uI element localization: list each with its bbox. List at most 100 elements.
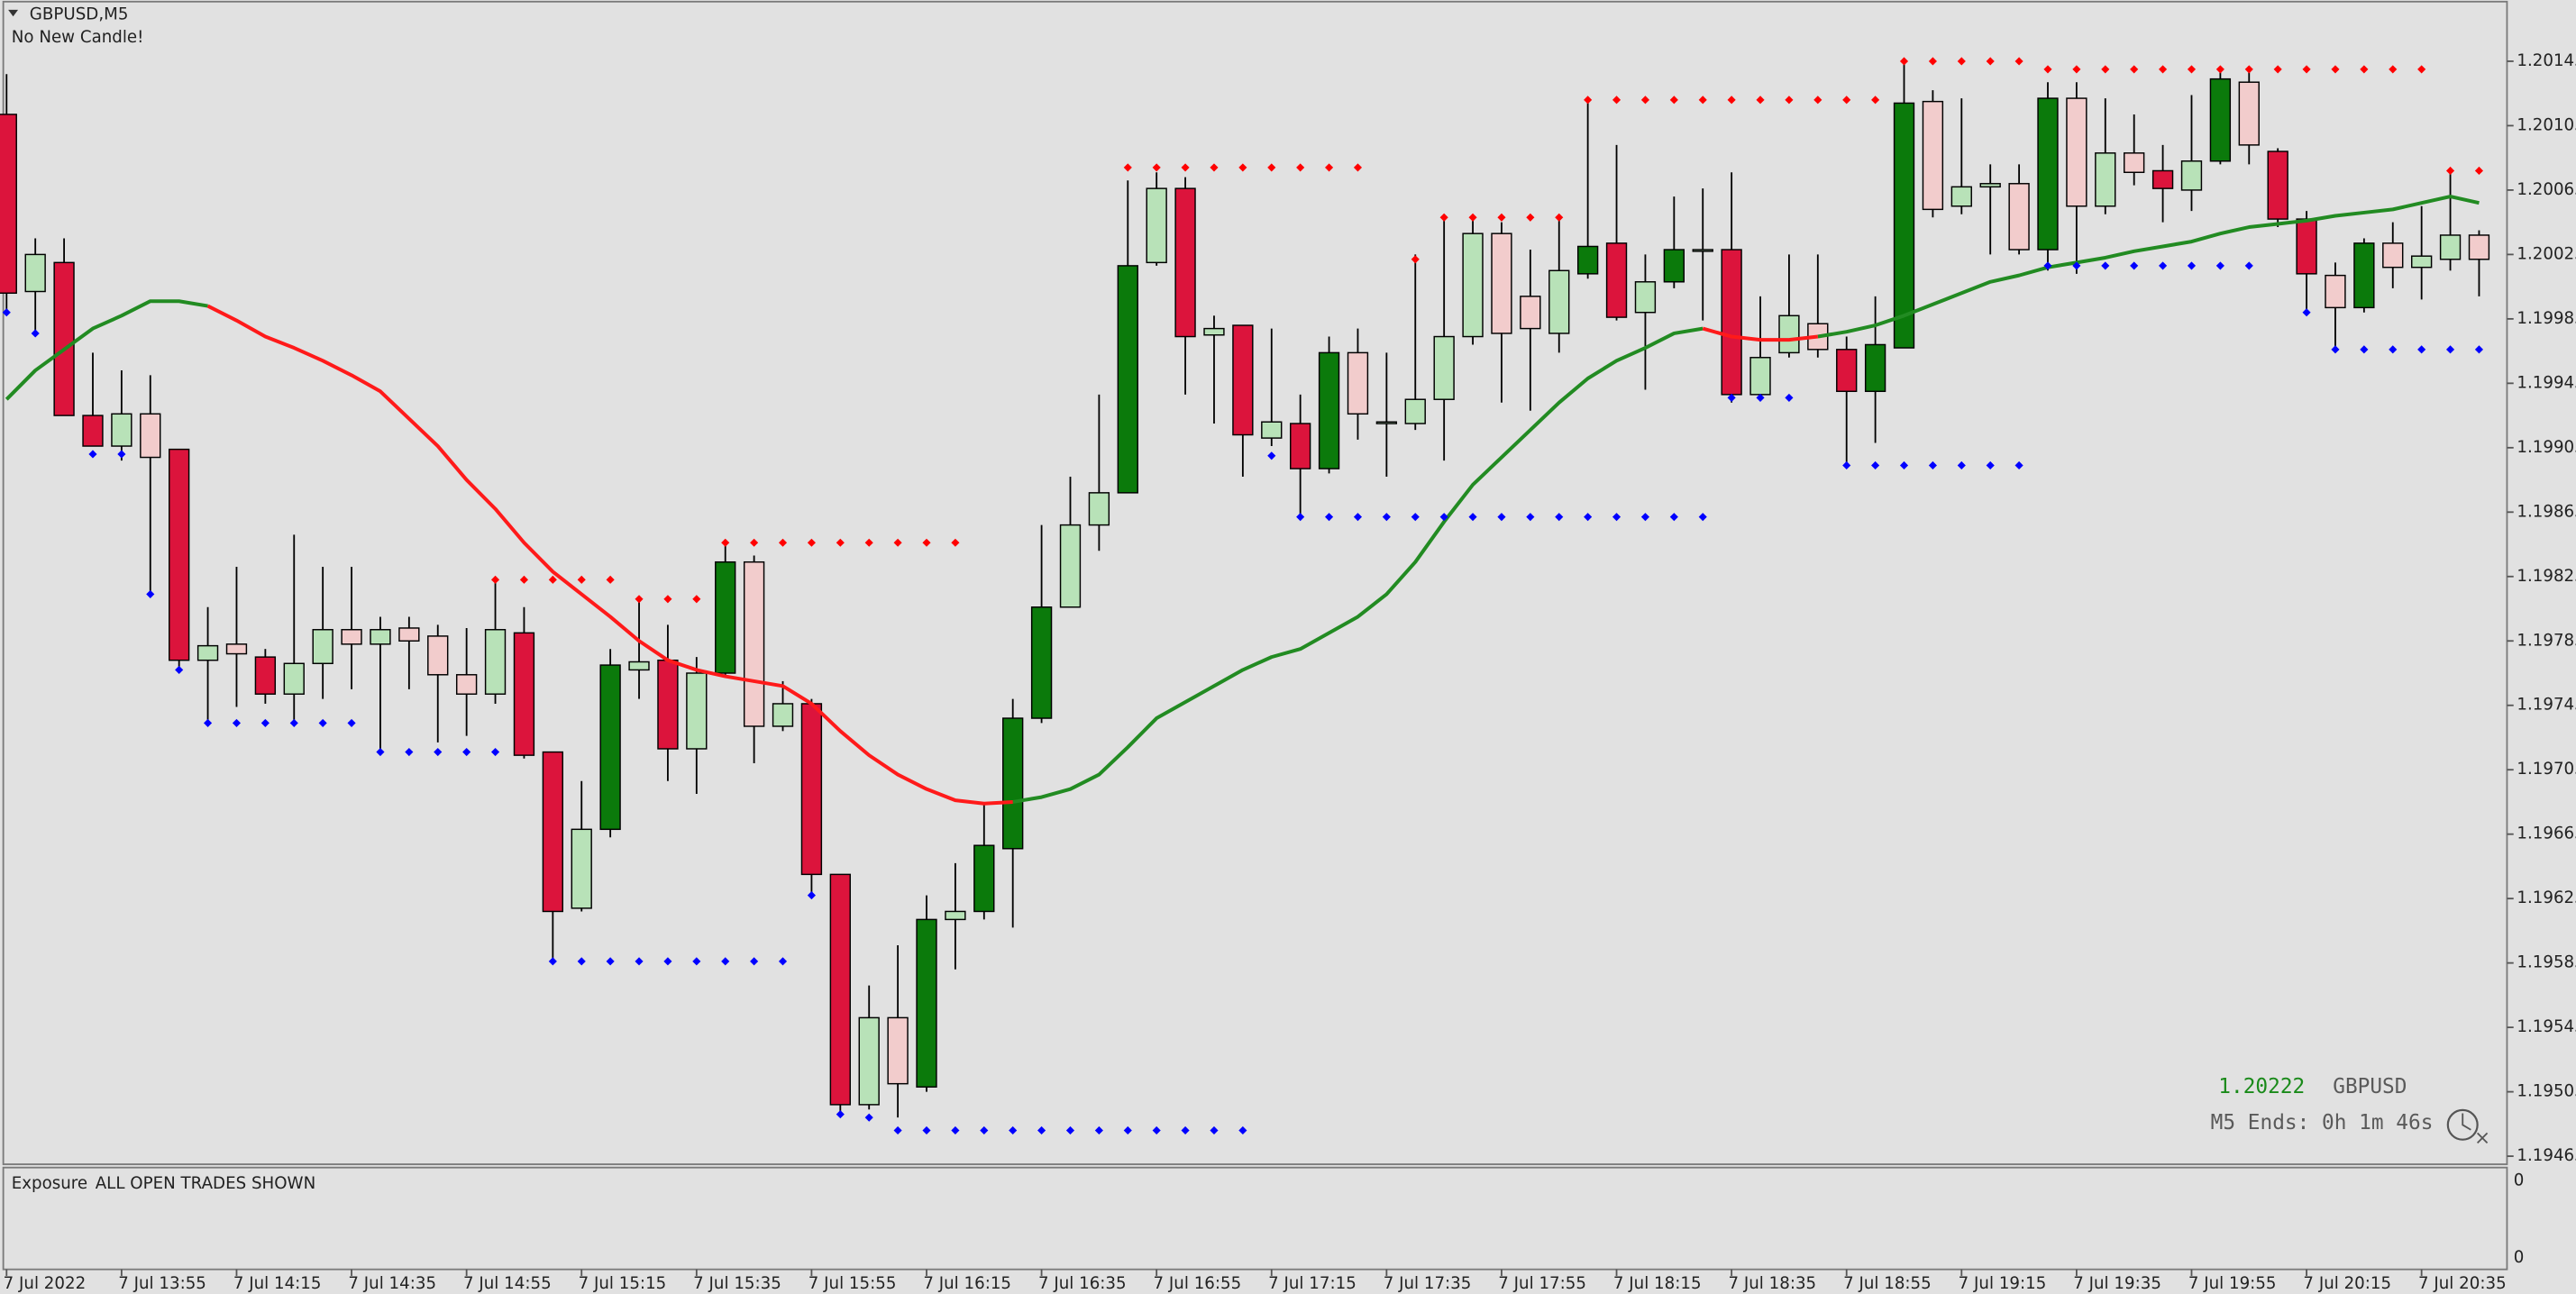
level-dot [807, 891, 816, 900]
candle-body [2037, 97, 2059, 251]
candle-body [1059, 524, 1082, 608]
level-dot [1899, 460, 1909, 470]
level-dot [1210, 163, 1219, 172]
candle-body [2151, 169, 2174, 189]
level-dot [577, 957, 586, 966]
level-dot [893, 538, 902, 547]
level-dot [1584, 513, 1593, 522]
candle-body [1950, 186, 1972, 207]
candle-body [1893, 102, 1915, 349]
level-dot [2302, 308, 2311, 317]
level-dot [2474, 345, 2484, 354]
level-dot [2244, 65, 2253, 74]
symbol: GBPUSD [2333, 1075, 2407, 1098]
candle-body [1749, 357, 1771, 396]
y-tick-label: 1.19625 [2517, 888, 2576, 907]
level-dot [405, 747, 414, 757]
candle-body [2353, 242, 2375, 309]
y-tick-label: 1.20065 [2517, 180, 2576, 199]
candle-body [312, 629, 333, 665]
candle-body [542, 751, 564, 913]
x-tick-label: 7 Jul 17:35 [1384, 1274, 1472, 1293]
level-dot [1871, 96, 1880, 105]
level-dot [1123, 163, 1132, 172]
candle-body [1088, 492, 1110, 526]
level-dot [2446, 345, 2455, 354]
indicator-axis-label: 0 [2514, 1248, 2525, 1267]
candle-body [1117, 265, 1138, 494]
level-dot [864, 538, 873, 547]
level-dot [2159, 261, 2168, 270]
candle-body [715, 560, 736, 674]
candle-body [1433, 335, 1455, 400]
menu-arrow[interactable] [8, 9, 19, 17]
indicator-axis-label: 0 [2514, 1171, 2525, 1189]
level-dot [1612, 513, 1621, 522]
candle-body [1721, 249, 1742, 396]
level-dot [692, 595, 701, 604]
level-dot [1411, 255, 1420, 264]
candle-body [140, 413, 161, 459]
x-tick-label: 7 Jul 16:55 [1154, 1274, 1242, 1293]
candle-body [973, 844, 995, 913]
current-price: 1.20222 [2218, 1075, 2305, 1098]
y-tick-label: 1.19945 [2517, 373, 2576, 392]
candle-body [2238, 81, 2260, 146]
level-dot [1267, 163, 1276, 172]
level-dot [175, 665, 184, 674]
x-tick-label: 7 Jul 19:15 [1959, 1274, 2047, 1293]
clock-icon [2446, 1108, 2489, 1144]
candle-body [1778, 314, 1800, 354]
level-dot [2043, 65, 2052, 74]
level-dot [721, 538, 730, 547]
level-dot [548, 957, 557, 966]
y-tick-label: 1.19505 [2517, 1082, 2576, 1101]
level-dot [2474, 166, 2484, 176]
y-tick-label: 1.19865 [2517, 502, 2576, 521]
level-dot [1411, 513, 1420, 522]
candle-body [111, 413, 132, 447]
level-dot [778, 957, 788, 966]
candle-body [0, 114, 17, 295]
candle-body [1318, 351, 1340, 469]
y-tick-label: 1.19785 [2517, 631, 2576, 650]
level-dot [1181, 1125, 1190, 1135]
level-dot [1065, 1125, 1075, 1135]
x-tick-label: 7 Jul 15:15 [579, 1274, 667, 1293]
level-dot [1899, 57, 1909, 66]
level-dot [2273, 65, 2282, 74]
y-tick-label: 1.19705 [2517, 760, 2576, 779]
level-dot [1267, 451, 1276, 460]
level-dot [1210, 1125, 1219, 1135]
chart-title: GBPUSD,M5 [30, 5, 129, 23]
level-dot [778, 538, 788, 547]
x-tick-label: 7 Jul 14:35 [348, 1274, 436, 1293]
plot-area [0, 57, 2490, 1135]
level-dot [2302, 65, 2311, 74]
level-dot [663, 957, 672, 966]
candle-body [370, 629, 391, 645]
level-dot [1669, 96, 1678, 105]
candle-body [513, 632, 535, 756]
y-tick-label: 1.19905 [2517, 438, 2576, 457]
level-dot [2360, 345, 2369, 354]
x-tick-label: 7 Jul 19:35 [2073, 1274, 2161, 1293]
candle-body [1922, 100, 1944, 211]
level-dot [750, 538, 759, 547]
y-tick-label: 1.20145 [2517, 51, 2576, 70]
candle-body [427, 635, 449, 676]
level-dot [635, 957, 644, 966]
x-tick-label: 7 Jul 20:15 [2303, 1274, 2391, 1293]
level-dot [1382, 513, 1391, 522]
level-dot [1584, 96, 1593, 105]
level-dot [836, 538, 845, 547]
level-dot [2446, 166, 2455, 176]
indicator-title: Exposure [12, 1174, 87, 1193]
candle-body [24, 253, 46, 293]
level-dot [2072, 65, 2081, 74]
candle-body [2382, 242, 2404, 269]
level-dot [922, 538, 931, 547]
y-tick-label: 1.19665 [2517, 825, 2576, 843]
y-tick-label: 1.19465 [2517, 1146, 2576, 1165]
candle-body [2325, 274, 2346, 309]
